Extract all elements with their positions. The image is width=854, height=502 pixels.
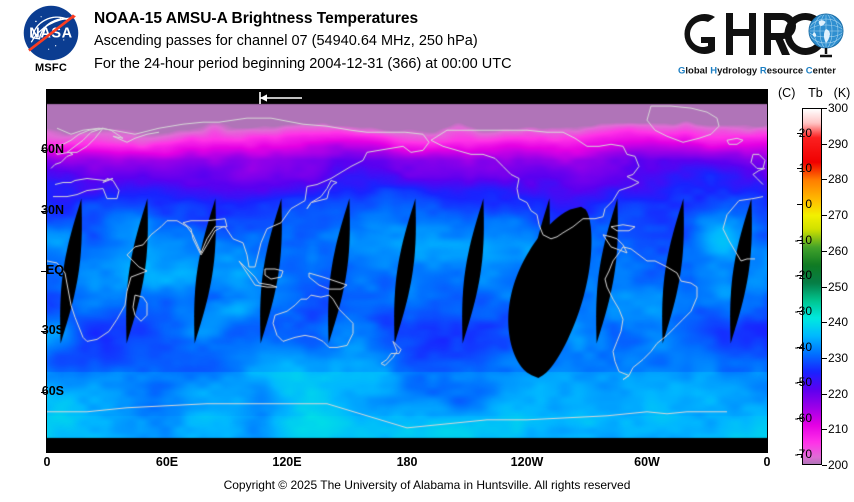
x-axis-tick [647, 447, 648, 452]
x-axis-tick [407, 447, 408, 452]
colorbar-tick-celsius [797, 239, 802, 241]
y-axis-label: 60S [41, 383, 64, 398]
colorbar-gradient [802, 108, 822, 465]
ghrc-logo: Global Hydrology Resource Center [676, 6, 848, 82]
brightness-temperature-map [47, 90, 767, 452]
map-raster [47, 90, 767, 452]
colorbar-label-kelvin: 270 [828, 208, 849, 223]
page-title: NOAA-15 AMSU-A Brightness Temperatures [94, 10, 419, 27]
x-axis-tick [287, 447, 288, 452]
colorbar-tick-kelvin [822, 143, 827, 145]
y-axis-tick [41, 392, 47, 393]
colorbar-tick-kelvin [822, 465, 827, 466]
colorbar-label-kelvin: 260 [828, 243, 849, 258]
y-axis-label: EQ [45, 263, 64, 277]
nasa-center-label: MSFC [35, 62, 67, 74]
x-axis-label: 60W [634, 455, 660, 469]
y-axis-tick [41, 331, 47, 332]
colorbar-tick-celsius [797, 453, 802, 455]
x-axis-tick [47, 447, 48, 452]
y-axis-label: 30N [41, 202, 64, 217]
channel-subtitle: Ascending passes for channel 07 (54940.6… [94, 33, 478, 49]
colorbar-label-celsius: 20 [798, 125, 812, 140]
y-axis-label: 60N [41, 142, 64, 157]
colorbar-tick-kelvin [822, 322, 827, 324]
colorbar-label-kelvin: 200 [828, 458, 849, 472]
y-axis-tick [41, 271, 47, 272]
title-block: NOAA-15 AMSU-A Brightness Temperatures A… [94, 8, 654, 76]
colorbar-tick-celsius [797, 346, 802, 348]
x-axis-tick [167, 447, 168, 452]
colorbar-label-kelvin: 250 [828, 279, 849, 294]
colorbar-label-celsius: 0 [805, 196, 812, 211]
x-axis-label: 120E [272, 455, 302, 469]
nasa-meatball-icon: NASA [23, 5, 79, 61]
colorbar-label-celsius: -10 [794, 232, 812, 247]
colorbar-label-celsius: -30 [794, 304, 812, 318]
copyright-notice: Copyright © 2025 The University of Alaba… [223, 478, 631, 492]
colorbar-tick-kelvin [822, 286, 827, 288]
y-axis-tick [41, 150, 47, 151]
colorbar-label-celsius: -60 [794, 411, 812, 426]
colorbar-tick-kelvin [822, 393, 827, 395]
colorbar-unit-kelvin: (K) [833, 86, 851, 100]
colorbar-tick-kelvin [822, 250, 827, 252]
colorbar-tick-celsius [797, 168, 802, 170]
x-axis-label: 60E [155, 455, 179, 469]
colorbar-label-kelvin: 290 [828, 136, 849, 151]
page-header: NASA MSFC NOAA-15 AMSU-A Brightness Temp… [0, 0, 854, 86]
x-axis-label: 0 [763, 455, 771, 469]
colorbar-label-kelvin: 240 [828, 315, 849, 330]
colorbar-label-celsius: -70 [794, 446, 812, 461]
colorbar-variable-label: Tb [808, 86, 823, 100]
colorbar-tick-kelvin [822, 215, 827, 217]
colorbar-label-kelvin: 220 [828, 386, 849, 401]
ghrc-wordmark-icon [684, 13, 844, 58]
colorbar-label-kelvin: 230 [828, 350, 849, 365]
colorbar-label-celsius: 10 [798, 161, 812, 176]
nasa-logo: NASA MSFC [14, 4, 86, 84]
x-axis-label: 180 [396, 455, 418, 469]
colorbar-tick-kelvin [822, 179, 827, 181]
y-axis-label: 30S [41, 323, 64, 338]
colorbar-tick-celsius [797, 275, 802, 277]
colorbar-tick-celsius [797, 311, 802, 312]
x-axis-label: 120W [510, 455, 544, 469]
svg-text:Global Hydrology Resource Cent: Global Hydrology Resource Center [678, 66, 836, 77]
colorbar: (C) Tb (K) 300 290 280 270 260 250 240 230 220 21… [778, 86, 854, 476]
time-period-line: For the 24-hour period beginning 2004-12… [94, 56, 512, 72]
colorbar-tick-kelvin [822, 357, 827, 359]
colorbar-unit-celsius: (C) [778, 86, 796, 100]
colorbar-label-celsius: -40 [794, 339, 812, 354]
x-axis-tick [527, 447, 528, 452]
x-axis-tick [767, 447, 768, 452]
colorbar-label-kelvin: 210 [828, 422, 849, 437]
ghrc-tagline: Global Hydrology Resource Center [678, 66, 836, 77]
colorbar-label-celsius: -50 [794, 375, 812, 390]
colorbar-tick-celsius [797, 382, 802, 384]
colorbar-tick-celsius [797, 132, 802, 134]
x-axis-label: 0 [43, 455, 51, 469]
colorbar-label-kelvin: 300 [828, 101, 849, 115]
y-axis-tick [41, 211, 47, 212]
colorbar-tick-celsius [797, 203, 802, 205]
colorbar-heading: (C) Tb (K) [778, 86, 854, 100]
colorbar-tick-celsius [797, 418, 802, 420]
colorbar-tick-kelvin [822, 429, 827, 431]
colorbar-label-celsius: -20 [794, 268, 812, 283]
colorbar-tick-kelvin [822, 108, 827, 109]
colorbar-label-kelvin: 280 [828, 172, 849, 187]
